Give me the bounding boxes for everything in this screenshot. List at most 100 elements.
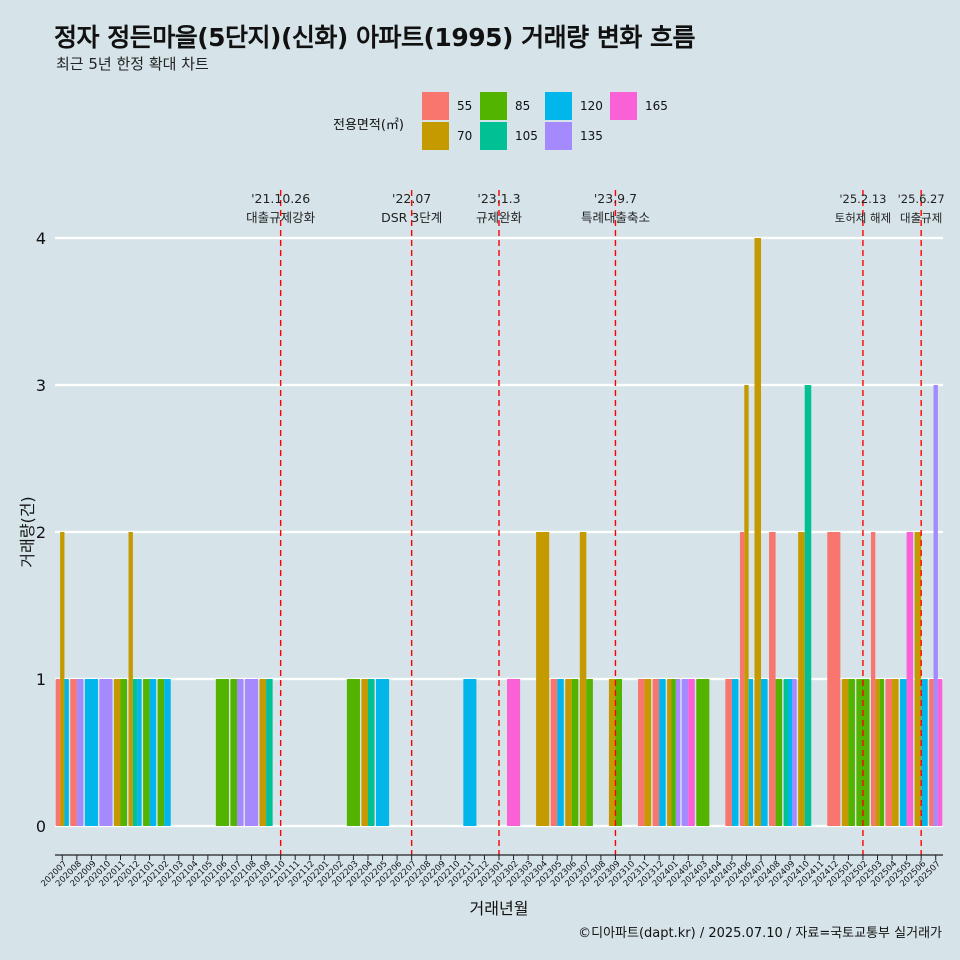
legend-key-120: [545, 92, 572, 120]
legend-label-165: 165: [645, 99, 668, 113]
y-axis-title: 거래량(건): [18, 496, 37, 567]
event-text-label: 대출규제강화: [246, 210, 316, 225]
bar-105-202109: [266, 679, 273, 826]
bar-135-202507: [933, 385, 938, 826]
event-date-label: '21.10.26: [251, 191, 310, 206]
bar-135-202409: [792, 679, 797, 826]
event-date-label: '25.2.13: [839, 192, 886, 206]
event-text-label: 대출규제: [900, 211, 942, 225]
bar-70-202204: [361, 679, 368, 826]
bar-120-202211: [463, 679, 477, 826]
legend-key-85: [480, 92, 507, 120]
bar-135-202008: [76, 679, 84, 826]
bar-135-202108: [244, 679, 259, 826]
bar-55-202408: [769, 532, 776, 826]
bar-70-202306: [565, 679, 572, 826]
bar-85-202101: [143, 679, 150, 826]
bar-85-202309: [615, 679, 623, 826]
bar-165-202505: [906, 532, 914, 826]
legend-label-70: 70: [457, 129, 473, 143]
y-tick-label: 1: [36, 670, 46, 689]
bar-70-202012: [128, 532, 133, 826]
bar-120-202505: [900, 679, 907, 826]
bar-70-202406: [744, 385, 749, 826]
bar-120-202009: [84, 679, 98, 826]
bar-70-202407: [754, 238, 762, 826]
bar-85-202503: [879, 679, 885, 826]
bar-55-202008: [70, 679, 77, 826]
bar-55-202412: [827, 532, 841, 826]
bar-85-202307: [586, 679, 593, 826]
bar-70-202501: [841, 679, 849, 826]
bar-85-202403: [696, 679, 710, 826]
bar-70-202307: [579, 532, 587, 826]
event-date-label: '25.6.27: [898, 192, 945, 206]
bar-135-202010: [99, 679, 113, 826]
bar-85-202106: [215, 679, 229, 826]
bar-70-202504: [892, 679, 899, 826]
bar-120-202406: [748, 679, 754, 826]
bar-135-202402: [681, 679, 689, 826]
bar-120-202409: [787, 679, 793, 826]
bar-85-202306: [571, 679, 579, 826]
bar-70-202304: [536, 532, 550, 826]
bar-85-202102: [157, 679, 165, 826]
bar-85-202203: [346, 679, 360, 826]
bar-105-202410: [804, 385, 812, 826]
event-text-label: 규제완화: [476, 210, 523, 225]
event-text-label: 특례대출축소: [581, 210, 650, 225]
legend-title: 전용면적(㎡): [333, 118, 404, 133]
bar-85-202401: [671, 679, 676, 826]
bar-120-202506: [921, 679, 928, 826]
bar-105-202204: [367, 679, 375, 826]
bar-55-202007: [55, 679, 61, 826]
legend-key-105: [480, 122, 507, 150]
legend-label-120: 120: [580, 99, 603, 113]
bar-55-202504: [885, 679, 893, 826]
legend-key-55: [422, 92, 449, 120]
chart-title: 정자 정든마을(5단지)(신화) 아파트(1995) 거래량 변화 흐름: [54, 23, 696, 52]
bar-55-202312: [652, 679, 660, 826]
bar-55-202503: [870, 532, 876, 826]
bar-85-202107: [230, 679, 237, 826]
bar-165-202402: [688, 679, 695, 826]
bar-135-202107: [236, 679, 244, 826]
bar-165-202302: [507, 679, 521, 826]
bar-70-202011: [113, 679, 121, 826]
x-axis-title: 거래년월: [470, 899, 529, 918]
bar-85-202501: [848, 679, 855, 826]
bar-120-202012: [137, 679, 142, 826]
bar-70-202007: [60, 532, 65, 826]
bar-70-202410: [798, 532, 805, 826]
bar-120-202305: [557, 679, 564, 826]
legend-key-135: [545, 122, 572, 150]
y-tick-label: 3: [36, 376, 46, 395]
event-date-label: '22.07: [392, 191, 431, 206]
chart-subtitle: 최근 5년 한정 확대 차트: [56, 55, 209, 73]
bar-120-202101: [149, 679, 157, 826]
bar-105-202012: [132, 679, 138, 826]
bar-120-202312: [659, 679, 666, 826]
legend-key-165: [610, 92, 637, 120]
bar-55-202406: [739, 532, 745, 826]
bar-120-202205: [375, 679, 390, 826]
bar-135-202401: [675, 679, 681, 826]
bar-70-202401: [667, 679, 672, 826]
bar-70-202503: [875, 679, 880, 826]
legend-label-55: 55: [457, 99, 473, 113]
bar-70-202109: [259, 679, 267, 826]
bar-165-202507: [937, 679, 943, 826]
legend-key-70: [422, 122, 449, 150]
bar-120-202405: [731, 679, 739, 826]
event-text-label: DSR 3단계: [381, 210, 442, 225]
event-date-label: '23.9.7: [594, 191, 637, 206]
bar-120-202407: [761, 679, 768, 826]
event-date-label: '23.1.3: [477, 191, 520, 206]
y-tick-label: 4: [36, 229, 46, 248]
bar-85-202011: [120, 679, 128, 826]
legend-label-105: 105: [515, 129, 538, 143]
bar-85-202408: [775, 679, 783, 826]
legend-label-85: 85: [515, 99, 531, 113]
bar-120-202007: [64, 679, 69, 826]
